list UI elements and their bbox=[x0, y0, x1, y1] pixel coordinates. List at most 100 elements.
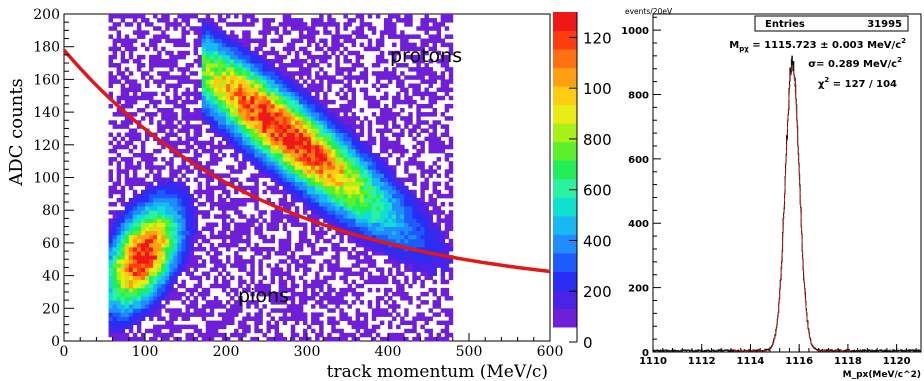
heatmap-cell bbox=[108, 18, 113, 23]
heatmap-cell bbox=[424, 222, 429, 227]
heatmap-cell bbox=[189, 246, 194, 252]
heatmap-cell bbox=[392, 103, 397, 109]
heatmap-cell bbox=[177, 283, 182, 289]
heatmap-cell bbox=[327, 336, 332, 342]
heatmap-cell bbox=[197, 242, 203, 248]
heatmap-cell bbox=[177, 67, 182, 72]
heatmap-cell bbox=[140, 95, 146, 101]
heatmap-cell bbox=[140, 332, 146, 338]
heatmap-cell bbox=[193, 124, 199, 129]
heatmap-cell bbox=[157, 206, 162, 211]
heatmap-cell bbox=[383, 214, 389, 219]
heatmap-cell bbox=[371, 99, 377, 105]
heatmap-cell bbox=[355, 271, 361, 276]
heatmap-cell bbox=[145, 30, 150, 35]
heatmap-cell bbox=[246, 259, 251, 264]
heatmap-cell bbox=[108, 242, 113, 248]
heatmap-cell bbox=[319, 296, 324, 301]
heatmap-cell bbox=[371, 193, 377, 199]
heatmap-cell bbox=[234, 206, 239, 211]
heatmap-cell bbox=[161, 332, 166, 338]
heatmap-cell bbox=[153, 255, 158, 260]
heatmap-cell bbox=[266, 197, 271, 203]
heatmap-cell bbox=[448, 222, 454, 227]
heatmap-cell bbox=[307, 242, 312, 248]
heatmap-cell bbox=[412, 87, 417, 93]
heatmap-cell bbox=[290, 148, 296, 154]
heatmap-cell bbox=[286, 95, 292, 101]
heatmap-cell bbox=[181, 26, 186, 31]
heatmap-cell bbox=[145, 202, 150, 207]
heatmap-cell bbox=[343, 222, 348, 227]
heatmap-cell bbox=[181, 71, 186, 76]
heatmap-cell bbox=[294, 218, 300, 223]
heatmap-cell bbox=[331, 218, 336, 223]
heatmap-cell bbox=[302, 234, 308, 240]
heatmap-cell bbox=[339, 140, 344, 146]
heatmap-cell bbox=[278, 251, 284, 256]
heatmap-cell bbox=[169, 210, 174, 215]
heatmap-cell bbox=[311, 291, 316, 297]
heatmap-cell bbox=[161, 206, 166, 211]
heatmap-cell bbox=[290, 336, 296, 342]
heatmap-cell bbox=[388, 185, 393, 191]
heatmap-cell bbox=[274, 222, 280, 227]
heatmap-cell bbox=[108, 103, 113, 109]
heatmap-cell bbox=[307, 38, 312, 44]
heatmap-cell bbox=[408, 283, 413, 289]
heatmap-cell bbox=[112, 42, 118, 48]
heatmap-cell bbox=[193, 214, 199, 219]
heatmap-cell bbox=[440, 291, 446, 297]
heatmap-cell bbox=[120, 50, 126, 56]
heatmap-cell bbox=[331, 34, 336, 39]
heatmap-cell bbox=[315, 312, 320, 317]
heatmap-cell bbox=[209, 136, 215, 142]
heatmap-cell bbox=[140, 108, 146, 113]
heatmap-cell bbox=[124, 263, 130, 268]
heatmap-cell bbox=[153, 185, 158, 191]
heatmap-cell bbox=[238, 128, 243, 133]
heatmap-cell bbox=[165, 18, 170, 23]
heatmap-cell bbox=[246, 144, 251, 150]
heatmap-cell bbox=[201, 271, 207, 276]
heatmap-cell bbox=[116, 316, 122, 321]
heatmap-cell bbox=[355, 263, 361, 268]
heatmap-cell bbox=[136, 206, 142, 211]
heatmap-cell bbox=[315, 238, 320, 244]
heatmap-cell bbox=[355, 177, 361, 182]
heatmap-cell bbox=[359, 124, 365, 129]
heatmap-cell bbox=[359, 120, 365, 125]
heatmap-cell bbox=[234, 108, 239, 113]
heatmap-cell bbox=[436, 218, 442, 223]
heatmap-cell bbox=[209, 83, 215, 88]
heatmap-cell bbox=[404, 63, 409, 68]
heatmap-cell bbox=[302, 291, 308, 297]
heatmap-cell bbox=[213, 152, 219, 158]
heatmap-cell bbox=[278, 197, 284, 203]
heatmap-cell bbox=[396, 226, 401, 232]
heatmap-cell bbox=[226, 50, 231, 56]
heatmap-cell bbox=[181, 67, 186, 72]
heatmap-cell bbox=[270, 50, 275, 56]
heatmap-cell bbox=[388, 71, 393, 76]
heatmap-cell bbox=[140, 226, 146, 232]
heatmap-cell bbox=[347, 34, 352, 39]
heatmap-cell bbox=[254, 197, 259, 203]
heatmap-cell bbox=[302, 320, 308, 326]
heatmap-cell bbox=[359, 185, 365, 191]
heatmap-cell bbox=[161, 193, 166, 199]
heatmap-cell bbox=[363, 95, 369, 101]
heatmap-cell bbox=[205, 336, 211, 342]
heatmap-cell bbox=[270, 291, 275, 297]
heatmap-cell bbox=[436, 312, 442, 317]
heatmap-cell bbox=[392, 202, 397, 207]
heatmap-cell bbox=[351, 42, 356, 48]
heatmap-cell bbox=[136, 242, 142, 248]
heatmap-cell bbox=[246, 197, 251, 203]
heatmap-cell bbox=[108, 308, 113, 313]
heatmap-cell bbox=[254, 304, 259, 309]
heatmap-cell bbox=[108, 75, 113, 80]
heatmap-cell bbox=[302, 312, 308, 317]
heatmap-cell bbox=[205, 177, 211, 182]
heatmap-cell bbox=[432, 226, 437, 232]
